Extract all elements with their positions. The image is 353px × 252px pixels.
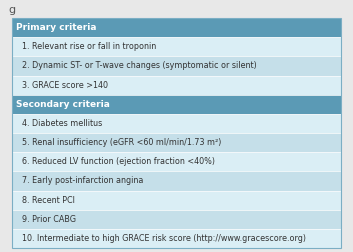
Text: Primary criteria: Primary criteria xyxy=(16,23,96,32)
Text: 1. Relevant rise or fall in troponin: 1. Relevant rise or fall in troponin xyxy=(22,42,156,51)
Text: 6. Reduced LV function (ejection fraction <40%): 6. Reduced LV function (ejection fractio… xyxy=(22,157,215,166)
Text: 5. Renal insufficiency (eGFR <60 ml/min/1.73 m²): 5. Renal insufficiency (eGFR <60 ml/min/… xyxy=(22,138,221,147)
Text: 2. Dynamic ST- or T-wave changes (symptomatic or silent): 2. Dynamic ST- or T-wave changes (sympto… xyxy=(22,61,257,70)
Bar xyxy=(12,133,341,152)
Bar xyxy=(12,56,341,76)
Text: 3. GRACE score >140: 3. GRACE score >140 xyxy=(22,81,108,89)
Text: 8. Recent PCI: 8. Recent PCI xyxy=(22,196,75,205)
Bar xyxy=(12,114,341,133)
Bar xyxy=(12,171,341,191)
Text: 10. Intermediate to high GRACE risk score (http://www.gracescore.org): 10. Intermediate to high GRACE risk scor… xyxy=(22,234,306,243)
Bar xyxy=(12,76,341,95)
Text: 7. Early post-infarction angina: 7. Early post-infarction angina xyxy=(22,176,143,185)
Bar xyxy=(12,191,341,210)
Text: 4. Diabetes mellitus: 4. Diabetes mellitus xyxy=(22,119,102,128)
Text: Secondary criteria: Secondary criteria xyxy=(16,100,110,109)
Bar xyxy=(12,152,341,171)
Text: g: g xyxy=(8,5,15,15)
Text: 9. Prior CABG: 9. Prior CABG xyxy=(22,215,76,224)
Bar xyxy=(12,210,341,229)
Bar xyxy=(12,18,341,37)
Bar xyxy=(12,229,341,248)
Bar xyxy=(12,95,341,114)
Bar xyxy=(12,37,341,56)
